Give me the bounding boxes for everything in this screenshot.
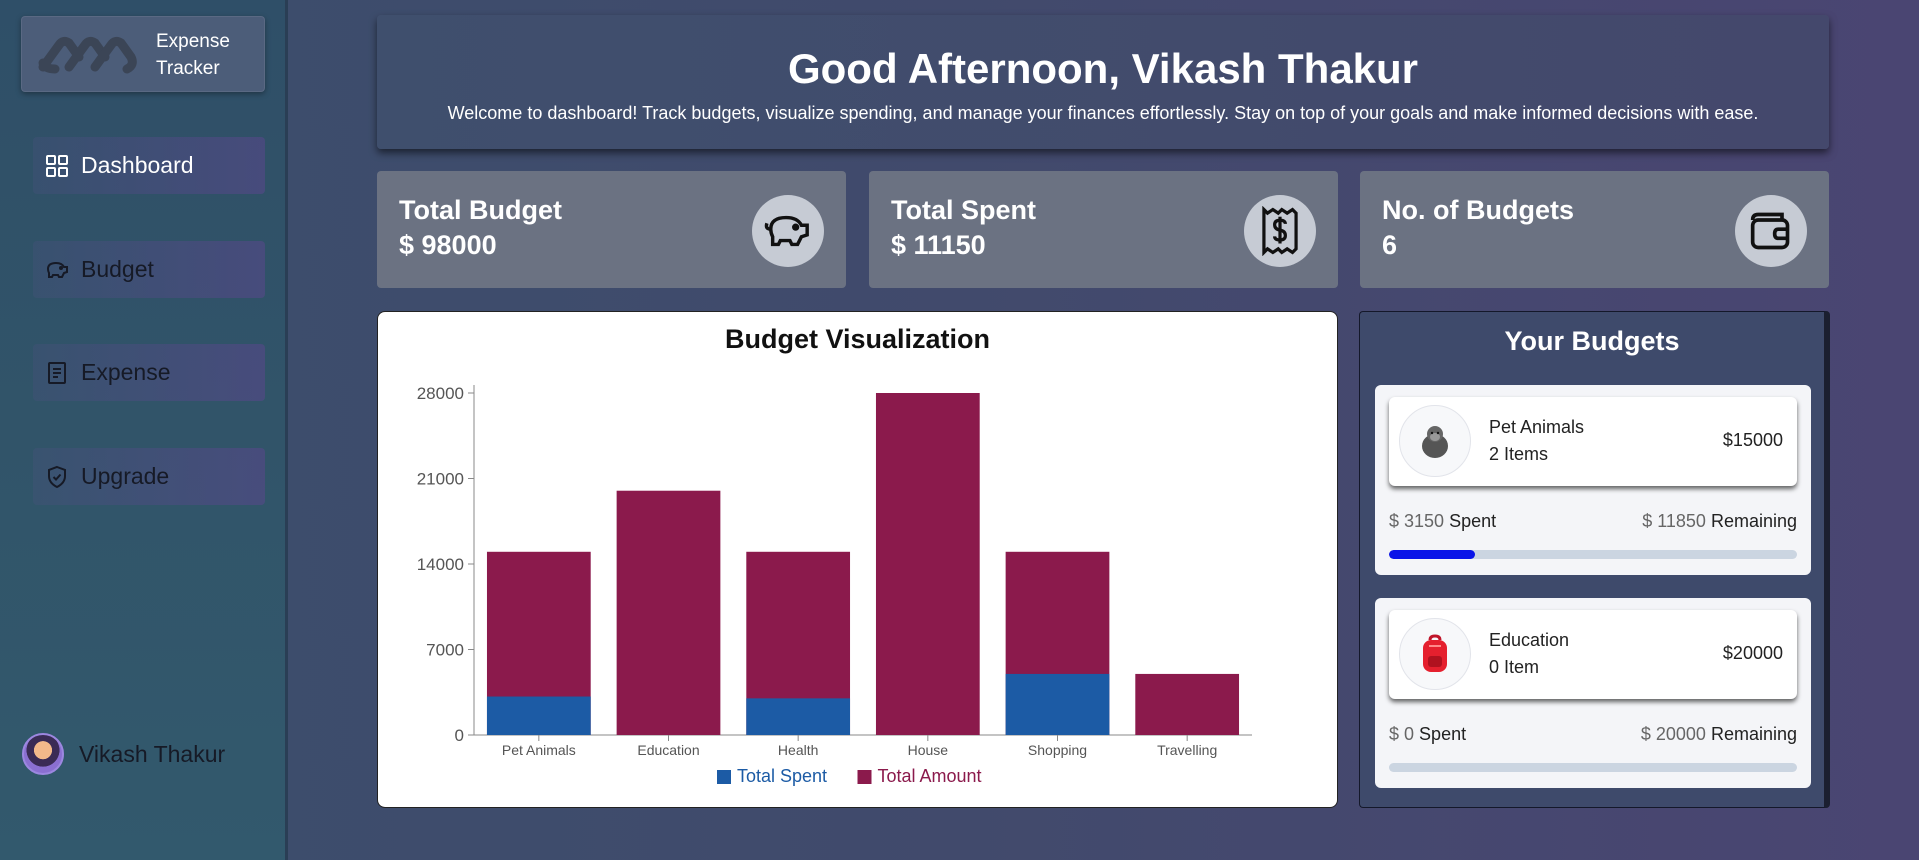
legend-swatch <box>717 770 731 784</box>
x-tick-label: Travelling <box>1157 742 1217 758</box>
budget-progress-bar <box>1389 763 1797 772</box>
legend-swatch <box>857 770 872 784</box>
stat-label: Total Budget <box>399 195 562 225</box>
receipt-dollar-icon <box>1244 195 1316 267</box>
remaining-value: $ 11850 <box>1642 511 1706 531</box>
bar-total-spent <box>486 696 591 735</box>
y-tick-label: 28000 <box>417 384 464 403</box>
wallet-icon <box>1735 195 1807 267</box>
stat-card-total-spent: Total Spent $ 11150 <box>869 171 1338 288</box>
greeting-title: Good Afternoon, Vikash Thakur <box>787 45 1419 92</box>
sidebar-item-expense[interactable]: Expense <box>33 344 265 401</box>
shield-check-icon <box>43 463 71 491</box>
y-tick-label: 0 <box>455 726 464 745</box>
your-budgets-panel: Your Budgets Pet Animals 2 Items $15000 … <box>1359 311 1830 808</box>
sidebar-item-label: Budget <box>81 256 154 282</box>
stat-card-total-budget: Total Budget $ 98000 <box>377 171 846 288</box>
sidebar-item-label: Dashboard <box>81 152 194 178</box>
budget-remaining: $ 11850 Remaining <box>1642 511 1797 532</box>
welcome-subtitle: Welcome to dashboard! Track budgets, vis… <box>447 103 1759 123</box>
y-tick-label: 14000 <box>417 555 464 574</box>
budget-name: Pet Animals <box>1489 417 1585 437</box>
legend-label: Total Amount <box>878 766 982 786</box>
legend-label: Total Spent <box>737 766 827 786</box>
x-tick-label: Health <box>778 742 818 758</box>
budget-spent: $ 0 Spent <box>1389 724 1466 745</box>
x-tick-label: Pet Animals <box>502 742 576 758</box>
y-tick-label: 7000 <box>426 641 464 660</box>
sidebar: Expense Tracker Dashboard Budget <box>0 0 288 860</box>
logo-card[interactable]: Expense Tracker <box>21 16 265 92</box>
budget-card-pet-animals[interactable]: Pet Animals 2 Items $15000 $ 3150 Spent … <box>1375 385 1811 575</box>
stat-label: No. of Budgets <box>1382 195 1574 225</box>
grid-icon <box>43 152 71 180</box>
chart-title: Budget Visualization <box>724 324 991 354</box>
budget-progress-fill <box>1389 550 1475 559</box>
avatar[interactable] <box>22 733 64 775</box>
budget-bar-chart: 0 7000 14000 21000 28000 Pet Animals Education… <box>417 384 1252 786</box>
gorilla-icon <box>1399 405 1471 477</box>
backpack-icon <box>1399 618 1471 690</box>
budget-card-education[interactable]: Education 0 Item $20000 $ 0 Spent $ 2000… <box>1375 598 1811 788</box>
sidebar-item-dashboard[interactable]: Dashboard <box>33 137 265 194</box>
spent-value: $ 0 <box>1389 724 1415 744</box>
logo-text-line2: Tracker <box>156 58 220 79</box>
remaining-label: Remaining <box>1710 511 1797 531</box>
sidebar-item-budget[interactable]: Budget <box>33 241 265 298</box>
stat-card-number-of-budgets: No. of Budgets 6 <box>1360 171 1829 288</box>
bar-total-amount <box>1135 673 1240 735</box>
piggy-bank-icon <box>43 256 71 284</box>
stat-value: $ 11150 <box>891 230 986 260</box>
receipt-icon <box>43 359 71 387</box>
budget-progress-bar <box>1389 550 1797 559</box>
x-tick-label: Education <box>637 742 699 758</box>
budget-card-header: Education 0 Item $20000 <box>1389 610 1797 699</box>
budget-amount: $15000 <box>1722 430 1783 450</box>
user-name: Vikash Thakur <box>79 740 226 767</box>
piggy-bank-icon <box>752 195 824 267</box>
infinity-logo-icon <box>33 33 145 82</box>
budget-card-header: Pet Animals 2 Items $15000 <box>1389 397 1797 486</box>
spent-value: $ 3150 <box>1389 511 1445 531</box>
welcome-header: Good Afternoon, Vikash Thakur Welcome to… <box>377 15 1829 149</box>
logo-text-line1: Expense <box>156 31 230 52</box>
stat-value: $ 98000 <box>399 230 497 260</box>
y-tick-label: 21000 <box>417 470 464 489</box>
budget-spent: $ 3150 Spent <box>1389 511 1496 532</box>
x-tick-label: House <box>908 742 949 758</box>
remaining-label: Remaining <box>1710 724 1797 744</box>
sidebar-item-label: Expense <box>81 359 171 385</box>
remaining-value: $ 20000 <box>1640 724 1706 744</box>
spent-label: Spent <box>1449 511 1497 531</box>
user-profile[interactable]: Vikash Thakur <box>22 733 225 775</box>
sidebar-item-upgrade[interactable]: Upgrade <box>33 448 265 505</box>
x-tick-label: Shopping <box>1028 742 1087 758</box>
bar-total-amount <box>875 393 980 735</box>
budget-remaining: $ 20000 Remaining <box>1641 724 1797 745</box>
budget-chart-card: Budget Visualization 0 7000 14000 21000 2800… <box>377 311 1338 808</box>
budget-item-count: 2 Items <box>1489 444 1549 464</box>
budgets-title: Your Budgets <box>1504 326 1680 356</box>
bar-total-spent <box>1005 673 1110 735</box>
budget-name: Education <box>1489 630 1570 650</box>
stat-value: 6 <box>1382 230 1398 260</box>
sidebar-item-label: Upgrade <box>81 463 170 489</box>
bar-total-amount <box>616 490 721 735</box>
budget-amount: $20000 <box>1722 643 1783 663</box>
spent-label: Spent <box>1419 724 1467 744</box>
budget-item-count: 0 Item <box>1489 657 1540 677</box>
stat-label: Total Spent <box>891 195 1036 225</box>
bar-total-spent <box>746 698 851 735</box>
